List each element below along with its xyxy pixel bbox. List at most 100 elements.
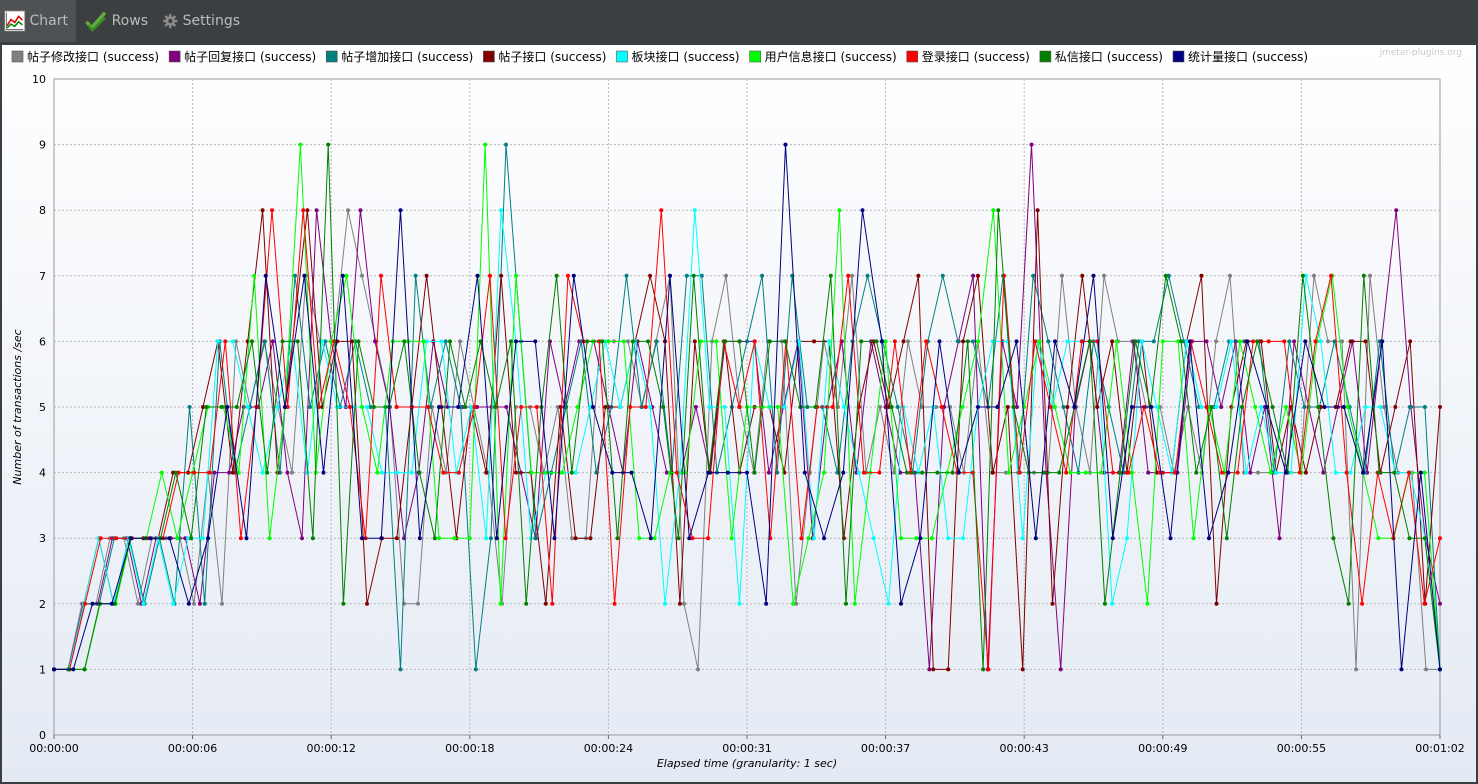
data-point — [648, 536, 653, 541]
data-point — [375, 470, 380, 475]
tab-chart[interactable]: Chart — [0, 0, 76, 42]
data-point — [874, 339, 879, 344]
tab-rows[interactable]: Rows — [80, 0, 156, 42]
data-point — [1266, 339, 1271, 344]
data-point — [1065, 405, 1070, 409]
data-point — [543, 601, 548, 606]
data-point — [965, 339, 970, 344]
y-tick-label: 10 — [32, 73, 46, 86]
data-point — [252, 273, 257, 278]
legend-item[interactable]: 帖子修改接口 (success) — [11, 49, 159, 64]
tab-chart-label: Chart — [29, 13, 68, 29]
series-line — [52, 142, 1442, 672]
x-tick-label: 00:00:49 — [1138, 742, 1187, 755]
data-point — [1292, 339, 1297, 344]
data-point — [797, 339, 802, 344]
data-point — [1204, 339, 1209, 344]
data-point — [692, 339, 697, 344]
data-point — [830, 405, 835, 409]
data-point — [1163, 273, 1168, 278]
data-point — [764, 601, 769, 606]
data-point — [1002, 273, 1006, 278]
data-point — [1166, 273, 1171, 278]
data-point — [250, 339, 254, 344]
legend-label: 板块接口 (success) — [632, 49, 740, 64]
x-tick-label: 00:01:02 — [1415, 742, 1464, 755]
data-point — [852, 601, 857, 606]
data-point — [1020, 536, 1025, 541]
data-point — [664, 470, 669, 475]
data-point — [321, 470, 326, 475]
data-point — [187, 405, 192, 409]
data-point — [791, 601, 796, 606]
data-point — [646, 339, 650, 344]
legend-item[interactable]: 帖子增加接口 (success) — [325, 49, 473, 64]
data-point — [202, 601, 207, 606]
data-point — [1300, 273, 1305, 278]
data-point — [360, 405, 364, 409]
legend-label: 统计量接口 (success) — [1188, 49, 1308, 64]
legend-item[interactable]: 板块接口 (success) — [616, 49, 740, 64]
chart-panel: jmeter-plugins.org 0 1 2 3 4 5 6 7 8 9 10 00:00:00 0… — [0, 43, 1478, 784]
data-point — [573, 470, 578, 475]
legend-swatch — [168, 50, 181, 63]
data-point — [674, 470, 679, 475]
data-point — [1035, 208, 1040, 213]
data-point — [534, 536, 539, 541]
data-point — [1053, 339, 1057, 344]
data-point — [752, 470, 757, 475]
data-point — [883, 339, 888, 344]
data-point — [236, 470, 241, 475]
data-point — [129, 536, 133, 541]
legend-label: 用户信息接口 (success) — [765, 49, 897, 64]
data-point — [737, 405, 742, 409]
data-point — [899, 601, 903, 606]
y-tick-label: 6 — [39, 335, 46, 348]
data-point — [141, 601, 146, 606]
data-point — [1422, 470, 1427, 475]
data-point — [1145, 601, 1150, 606]
data-point — [409, 470, 414, 475]
data-point — [262, 339, 267, 344]
x-tick-label: 00:00:24 — [584, 742, 633, 755]
data-point — [899, 536, 903, 541]
legend-swatch — [906, 50, 919, 63]
data-point — [1363, 339, 1368, 344]
data-point — [1046, 339, 1051, 344]
data-point — [1340, 339, 1344, 344]
data-point — [98, 536, 103, 541]
legend-item[interactable]: 私信接口 (success) — [1039, 49, 1163, 64]
data-point — [1087, 339, 1092, 344]
legend-item[interactable]: 帖子回复接口 (success) — [168, 49, 316, 64]
data-point — [197, 601, 202, 606]
legend-label: 帖子接口 (success) — [498, 49, 606, 64]
data-point — [215, 339, 220, 344]
data-point — [1270, 405, 1275, 409]
tab-settings[interactable]: Settings — [158, 0, 248, 42]
data-point — [995, 405, 1000, 409]
data-point — [946, 667, 951, 672]
data-point — [725, 470, 730, 475]
data-point — [283, 405, 287, 409]
data-point — [1033, 536, 1038, 541]
data-point — [737, 339, 742, 344]
data-point — [1259, 405, 1264, 409]
series-line — [52, 142, 1442, 672]
legend-item[interactable]: 登录接口 (success) — [906, 49, 1030, 64]
data-point — [300, 536, 304, 541]
data-point — [798, 405, 803, 409]
x-axis-label: Elapsed time (granularity: 1 sec) — [657, 757, 837, 770]
data-point — [1277, 536, 1282, 541]
data-point — [417, 470, 422, 475]
legend-item[interactable]: 统计量接口 (success) — [1172, 49, 1308, 64]
data-point — [1399, 667, 1404, 672]
data-point — [320, 339, 325, 344]
data-point — [432, 536, 437, 541]
data-point — [175, 536, 180, 541]
data-point — [534, 405, 539, 409]
data-point — [225, 405, 230, 409]
legend-item[interactable]: 帖子接口 (success) — [483, 49, 607, 64]
data-point — [618, 405, 623, 409]
legend-item[interactable]: 用户信息接口 (success) — [749, 49, 897, 64]
data-point — [1332, 339, 1337, 344]
